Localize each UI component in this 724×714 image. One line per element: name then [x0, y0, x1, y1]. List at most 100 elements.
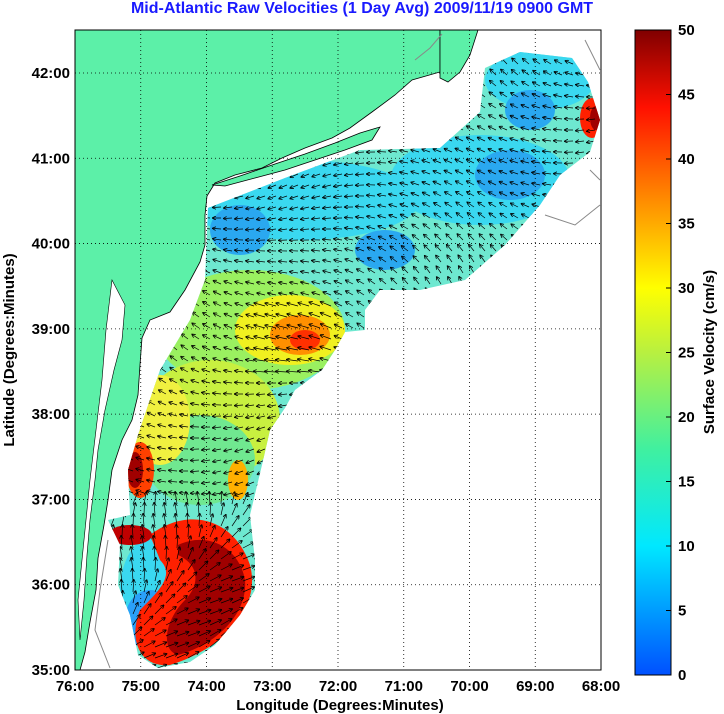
velocity-arrow [554, 107, 563, 108]
lat-tick-label: 39:00 [32, 321, 70, 338]
velocity-arrow [312, 282, 321, 284]
velocity-arrow [478, 115, 486, 120]
velocity-arrow [235, 250, 244, 251]
velocity-arrow [369, 290, 376, 296]
velocity-arrow [478, 138, 486, 142]
velocity-arrow [287, 348, 299, 350]
velocity-arrow [412, 225, 420, 230]
colorbar-label: Surface Velocity (cm/s) [701, 270, 718, 434]
velocity-arrow [335, 270, 343, 274]
velocity-arrow [309, 371, 321, 373]
velocity-arrow [402, 267, 409, 274]
colorbar [634, 29, 672, 676]
velocity-arrow [257, 207, 266, 209]
lon-tick-label: 70:00 [450, 678, 488, 695]
velocity-arrow [378, 163, 387, 164]
velocity-arrow [213, 370, 222, 372]
velocity-arrow [411, 161, 420, 163]
velocity-arrow [423, 171, 431, 175]
velocity-arrow [445, 160, 453, 164]
velocity-arrow [390, 247, 398, 252]
velocity-arrow [491, 245, 497, 252]
velocity-arrow [301, 261, 310, 262]
velocity-arrow [511, 104, 519, 109]
velocity-arrow [287, 360, 299, 362]
velocity-arrow [290, 293, 299, 295]
velocity-arrow [489, 182, 497, 186]
colorbar-tick-label: 15 [678, 474, 695, 491]
velocity-arrow [500, 104, 508, 109]
velocity-arrow [478, 149, 486, 153]
velocity-arrow [555, 72, 563, 76]
velocity-arrow [565, 84, 574, 86]
velocity-arrow [467, 138, 475, 142]
velocity-arrow [390, 226, 398, 230]
velocity-arrow [501, 224, 508, 230]
velocity-arrow [335, 314, 343, 318]
velocity-arrow [254, 314, 266, 318]
lon-tick-label: 74:00 [187, 678, 225, 695]
velocity-arrow [246, 371, 255, 372]
velocity-arrow [254, 325, 266, 329]
velocity-arrow [522, 214, 530, 219]
velocity-arrow [389, 205, 398, 207]
velocity-arrow [389, 151, 398, 152]
velocity-arrow [323, 207, 332, 208]
velocity-arrow [447, 245, 453, 252]
velocity-arrow [411, 182, 420, 186]
velocity-arrow [323, 174, 332, 176]
velocity-arrow [213, 382, 222, 384]
velocity-arrow [246, 251, 255, 252]
velocity-arrow [391, 257, 398, 263]
velocity-arrow [268, 282, 277, 284]
colorbar-tick-label: 50 [678, 22, 695, 39]
velocity-arrow [321, 302, 332, 307]
velocity-arrow [301, 293, 310, 295]
velocity-arrow [434, 192, 442, 197]
velocity-arrow [468, 213, 475, 219]
velocity-arrow [522, 204, 530, 208]
velocity-arrow [279, 261, 288, 262]
velocity-arrow [379, 226, 387, 230]
velocity-arrow [290, 196, 299, 199]
velocity-arrow [543, 129, 552, 130]
velocity-arrow [391, 268, 398, 274]
velocity-arrow [576, 130, 585, 131]
velocity-arrow [511, 214, 519, 219]
velocity-arrow [312, 218, 321, 219]
velocity-arrow [279, 293, 288, 295]
velocity-arrow [236, 325, 244, 329]
velocity-arrow [522, 82, 530, 87]
velocity-arrow [533, 82, 541, 87]
velocity-arrow [202, 381, 211, 383]
velocity-arrow [191, 392, 200, 394]
velocity-arrow [268, 272, 277, 273]
velocity-arrow [512, 224, 519, 230]
velocity-arrow [510, 171, 519, 175]
velocity-arrow [345, 196, 354, 197]
velocity-arrow [543, 117, 552, 119]
velocity-arrow [434, 171, 442, 175]
velocity-arrow [501, 235, 508, 241]
velocity-arrow [489, 160, 497, 164]
velocity-arrow [323, 218, 332, 219]
colorbar-tick-label: 5 [678, 603, 686, 620]
velocity-arrow [554, 84, 563, 87]
velocity-arrow [310, 302, 321, 307]
velocity-arrow [458, 234, 464, 241]
velocity-arrow [298, 336, 310, 340]
velocity-arrow [287, 325, 299, 329]
velocity-arrow [500, 116, 508, 120]
velocity-arrow [290, 218, 299, 220]
velocity-arrow [425, 267, 431, 274]
velocity-arrow [543, 140, 552, 141]
velocity-arrow [298, 348, 310, 351]
velocity-arrow [489, 127, 497, 131]
velocity-arrow [301, 229, 310, 230]
velocity-arrow [357, 302, 365, 307]
velocity-arrow [532, 183, 541, 185]
velocity-arrow [390, 215, 398, 219]
velocity-arrow [235, 196, 244, 198]
velocity-arrow [411, 150, 420, 152]
velocity-arrow [279, 207, 288, 209]
